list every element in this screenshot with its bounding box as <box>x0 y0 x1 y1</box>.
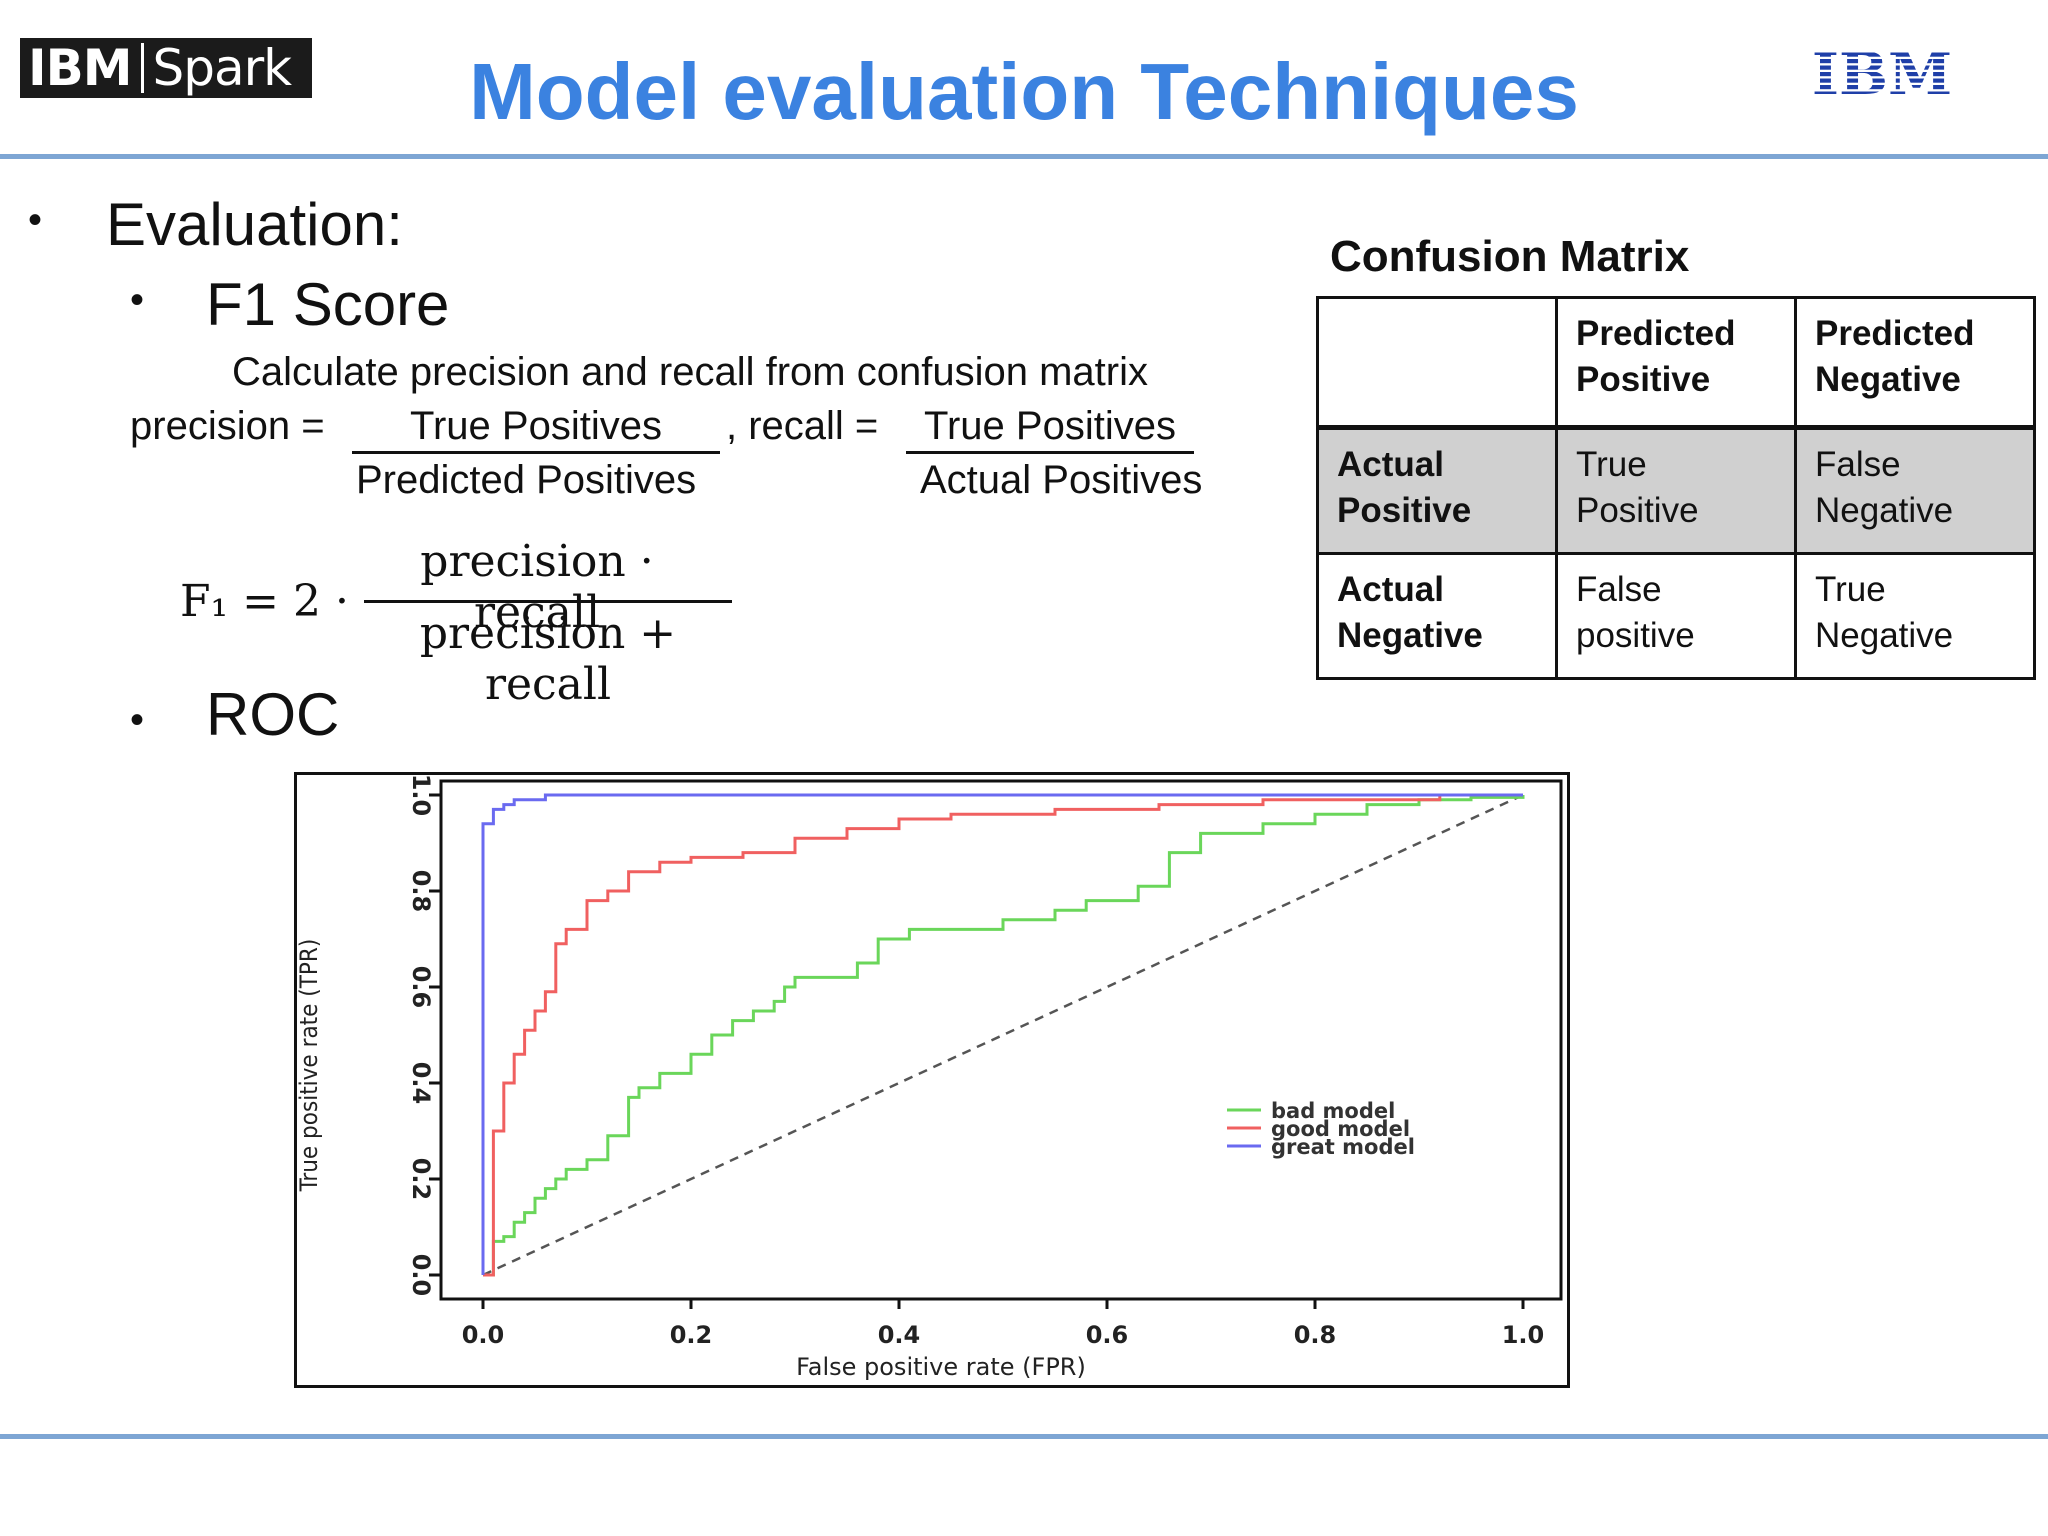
x-tick-label: 0.4 <box>878 1321 921 1349</box>
header-predicted-positive: Predicted Positive <box>1555 296 1797 430</box>
table-row: Actual Negative False positive True Nega… <box>1316 552 2036 680</box>
row-label-actual-negative: Actual Negative <box>1316 552 1558 680</box>
roc-chart-svg: 0.0 0.2 0.4 0.6 0.8 1.0 0.0 0.2 0.4 0.6 0.8 1.0 Fals… <box>297 775 1563 1381</box>
legend-label: great model <box>1271 1135 1415 1159</box>
y-tick-label: 0.2 <box>407 1158 435 1201</box>
legend-label: bad model <box>1271 1099 1395 1123</box>
diagonal-reference-line <box>482 793 1524 1277</box>
f1-formula-numerator: precision · recall <box>420 536 654 638</box>
bullet-marker: • <box>28 198 43 242</box>
series-line-good-model <box>483 793 1523 1277</box>
x-tick-label: 0.0 <box>462 1321 505 1349</box>
series-line-great-model <box>481 793 1523 1275</box>
series-line-bad-model <box>483 795 1525 1277</box>
x-tick-label: 1.0 <box>1502 1321 1545 1349</box>
y-tick-label: 1.0 <box>407 775 435 816</box>
y-tick-label: 0.0 <box>407 1254 435 1297</box>
recall-denominator: Actual Positives <box>920 458 1203 502</box>
bullet-marker: • <box>130 698 145 742</box>
precision-denominator: Predicted Positives <box>356 458 697 502</box>
y-axis-label: True positive rate (TPR) <box>297 939 323 1193</box>
f1-score-heading: F1 Score <box>206 271 450 338</box>
row-label-actual-positive: Actual Positive <box>1316 426 1558 555</box>
slide-title: Model evaluation Techniques <box>469 47 1579 136</box>
y-tick-label: 0.6 <box>407 966 435 1009</box>
y-tick-label: 0.4 <box>407 1062 435 1105</box>
roc-chart: 0.0 0.2 0.4 0.6 0.8 1.0 0.0 0.2 0.4 0.6 0.8 1.0 Fals… <box>294 772 1570 1388</box>
logo-spark-text: Spark <box>152 39 292 97</box>
ibm-striped-logo: IBM <box>1812 46 1952 98</box>
recall-numerator: True Positives <box>906 404 1194 454</box>
logo-ibm-text: IBM <box>28 39 132 97</box>
f1-formula-lhs: F₁ = 2 · <box>180 576 349 627</box>
logo-separator <box>141 43 145 93</box>
x-axis-label: False positive rate (FPR) <box>796 1353 1086 1381</box>
x-tick-label: 0.2 <box>670 1321 713 1349</box>
table-corner-cell <box>1316 296 1558 430</box>
cell-false-positive: False positive <box>1555 552 1797 680</box>
roc-heading: ROC <box>206 681 340 748</box>
top-divider <box>0 154 2048 159</box>
header-predicted-negative: Predicted Negative <box>1794 296 2036 430</box>
plot-frame <box>439 779 1563 1301</box>
confusion-matrix-table: Predicted Positive Predicted Negative Ac… <box>1316 296 2036 680</box>
cell-true-positive: True Positive <box>1555 426 1797 555</box>
ibm-spark-logo: IBM Spark <box>20 38 312 98</box>
y-tick-label: 0.8 <box>407 870 435 913</box>
precision-numerator: True Positives <box>352 404 720 454</box>
precision-label: precision = <box>130 404 325 448</box>
bottom-divider <box>0 1434 2048 1439</box>
calc-description: Calculate precision and recall from conf… <box>232 350 1148 394</box>
evaluation-heading: Evaluation: <box>106 191 403 258</box>
x-tick-label: 0.8 <box>1294 1321 1337 1349</box>
bullet-marker: • <box>130 278 145 322</box>
cell-true-negative: True Negative <box>1794 552 2036 680</box>
confusion-matrix-title: Confusion Matrix <box>1330 232 1690 281</box>
legend-label: good model <box>1271 1117 1410 1141</box>
cell-false-negative: False Negative <box>1794 426 2036 555</box>
table-header-row: Predicted Positive Predicted Negative <box>1316 296 2036 430</box>
f1-formula-denominator: precision + recall <box>419 608 677 710</box>
f1-formula: F₁ = 2 · precision · recall precision + … <box>176 530 736 710</box>
x-tick-label: 0.6 <box>1086 1321 1129 1349</box>
table-row: Actual Positive True Positive False Nega… <box>1316 426 2036 555</box>
fraction-bar <box>364 600 732 603</box>
recall-label: , recall = <box>726 404 879 448</box>
ibm-logo-text: IBM <box>1812 46 1952 98</box>
